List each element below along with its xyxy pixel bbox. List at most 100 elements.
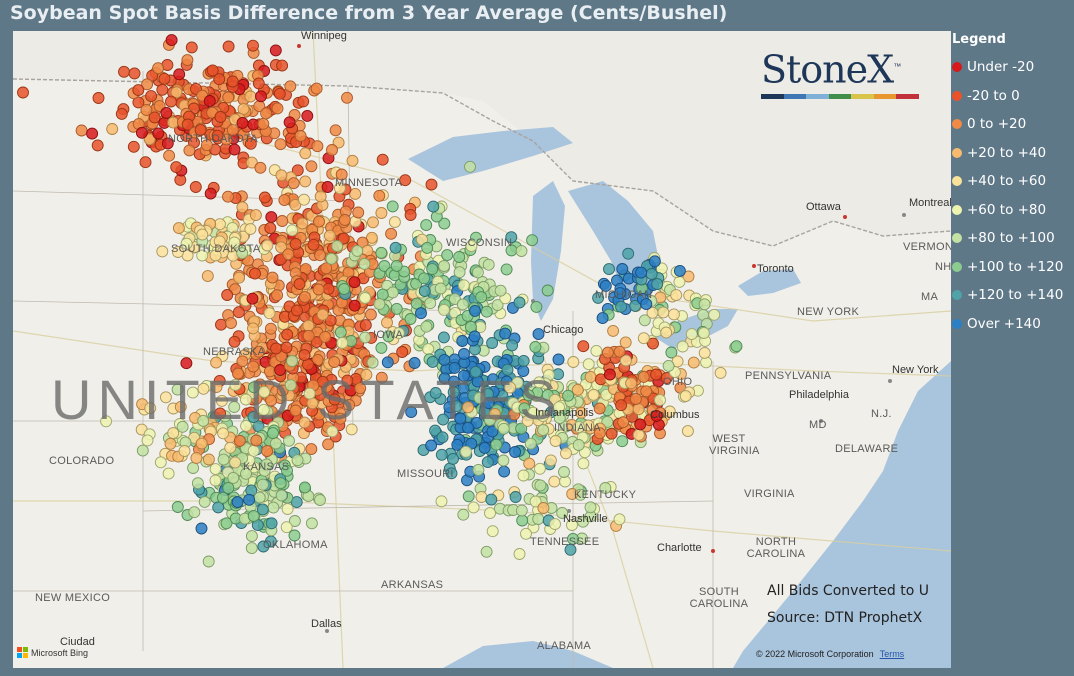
basis-dot[interactable]: [469, 365, 482, 378]
basis-dot[interactable]: [172, 222, 185, 235]
basis-dot[interactable]: [462, 421, 474, 434]
basis-dot[interactable]: [181, 118, 194, 131]
basis-dot[interactable]: [373, 189, 386, 202]
basis-dot[interactable]: [485, 493, 498, 506]
basis-dot[interactable]: [375, 371, 388, 384]
basis-dot[interactable]: [390, 302, 403, 315]
basis-dot[interactable]: [167, 116, 180, 129]
basis-dot[interactable]: [337, 232, 350, 245]
basis-dot[interactable]: [212, 501, 225, 514]
basis-dot[interactable]: [118, 65, 130, 78]
basis-dot[interactable]: [698, 298, 711, 311]
basis-dot[interactable]: [267, 501, 280, 514]
basis-dot[interactable]: [215, 394, 228, 407]
basis-dot[interactable]: [521, 414, 534, 427]
basis-dot[interactable]: [316, 308, 329, 321]
basis-dot[interactable]: [328, 356, 341, 368]
basis-dot[interactable]: [170, 161, 183, 174]
basis-dot[interactable]: [322, 438, 335, 451]
basis-dot[interactable]: [429, 387, 442, 399]
basis-dot[interactable]: [228, 143, 241, 156]
basis-dot[interactable]: [687, 356, 700, 369]
basis-dot[interactable]: [389, 241, 402, 254]
basis-dot[interactable]: [282, 248, 295, 261]
basis-dot[interactable]: [513, 548, 526, 560]
basis-dot[interactable]: [75, 124, 88, 137]
basis-dot[interactable]: [198, 495, 211, 508]
basis-dot[interactable]: [553, 401, 565, 414]
basis-dot[interactable]: [274, 138, 287, 151]
basis-dot[interactable]: [682, 270, 695, 283]
basis-dot[interactable]: [115, 107, 128, 120]
basis-dot[interactable]: [211, 129, 224, 142]
legend-item[interactable]: -20 to 0: [952, 82, 1072, 111]
basis-dot[interactable]: [464, 160, 476, 173]
basis-dot[interactable]: [424, 297, 437, 310]
basis-dot[interactable]: [334, 326, 347, 339]
basis-dot[interactable]: [141, 78, 154, 91]
basis-dot[interactable]: [359, 292, 372, 304]
basis-dot[interactable]: [615, 300, 628, 313]
basis-dot[interactable]: [245, 530, 258, 543]
basis-dot[interactable]: [593, 427, 606, 440]
basis-dot[interactable]: [288, 515, 301, 527]
basis-dot[interactable]: [615, 399, 628, 412]
basis-dot[interactable]: [462, 490, 475, 503]
basis-dot[interactable]: [532, 328, 545, 341]
basis-dot[interactable]: [349, 187, 362, 200]
basis-dot[interactable]: [174, 400, 187, 413]
basis-dot[interactable]: [274, 364, 287, 376]
basis-dot[interactable]: [196, 249, 209, 262]
basis-dot[interactable]: [390, 259, 403, 272]
basis-dot[interactable]: [571, 383, 584, 396]
basis-dot[interactable]: [567, 532, 579, 545]
basis-dot[interactable]: [454, 412, 467, 425]
basis-dot[interactable]: [614, 287, 626, 300]
basis-dot[interactable]: [343, 399, 356, 411]
basis-dot[interactable]: [233, 271, 246, 284]
basis-dot[interactable]: [325, 252, 338, 265]
basis-dot[interactable]: [629, 299, 642, 312]
basis-dot[interactable]: [549, 435, 562, 447]
basis-dot[interactable]: [307, 238, 320, 251]
basis-dot[interactable]: [321, 181, 334, 193]
basis-dot[interactable]: [128, 67, 141, 80]
basis-dot[interactable]: [206, 64, 219, 77]
basis-dot[interactable]: [438, 260, 451, 272]
basis-dot[interactable]: [156, 245, 169, 258]
basis-dot[interactable]: [453, 251, 466, 263]
basis-dot[interactable]: [245, 156, 258, 169]
basis-dot[interactable]: [252, 345, 265, 358]
basis-dot[interactable]: [246, 292, 259, 305]
basis-dot[interactable]: [517, 469, 530, 482]
basis-dot[interactable]: [560, 447, 572, 460]
basis-dot[interactable]: [270, 342, 283, 355]
basis-dot[interactable]: [334, 412, 347, 425]
basis-dot[interactable]: [228, 236, 241, 249]
basis-dot[interactable]: [381, 316, 393, 329]
basis-dot[interactable]: [254, 161, 267, 174]
basis-dot[interactable]: [283, 434, 295, 447]
basis-dot[interactable]: [280, 521, 293, 534]
basis-dot[interactable]: [421, 241, 434, 254]
basis-dot[interactable]: [625, 377, 638, 390]
basis-dot[interactable]: [501, 363, 514, 376]
basis-dot[interactable]: [158, 72, 171, 85]
basis-dot[interactable]: [359, 319, 372, 332]
basis-dot[interactable]: [244, 137, 257, 150]
basis-dot[interactable]: [587, 388, 600, 401]
basis-dot[interactable]: [670, 289, 683, 302]
basis-dot[interactable]: [385, 227, 398, 240]
basis-dot[interactable]: [420, 320, 433, 333]
basis-dot[interactable]: [388, 216, 401, 229]
basis-dot[interactable]: [386, 200, 399, 213]
basis-dot[interactable]: [647, 337, 659, 350]
basis-dot[interactable]: [650, 410, 663, 422]
basis-dot[interactable]: [247, 411, 260, 423]
basis-dot[interactable]: [319, 330, 332, 343]
basis-dot[interactable]: [660, 326, 673, 339]
basis-dot[interactable]: [244, 90, 257, 103]
basis-dot[interactable]: [472, 463, 485, 476]
basis-dot[interactable]: [324, 314, 337, 327]
basis-dot[interactable]: [289, 198, 302, 211]
